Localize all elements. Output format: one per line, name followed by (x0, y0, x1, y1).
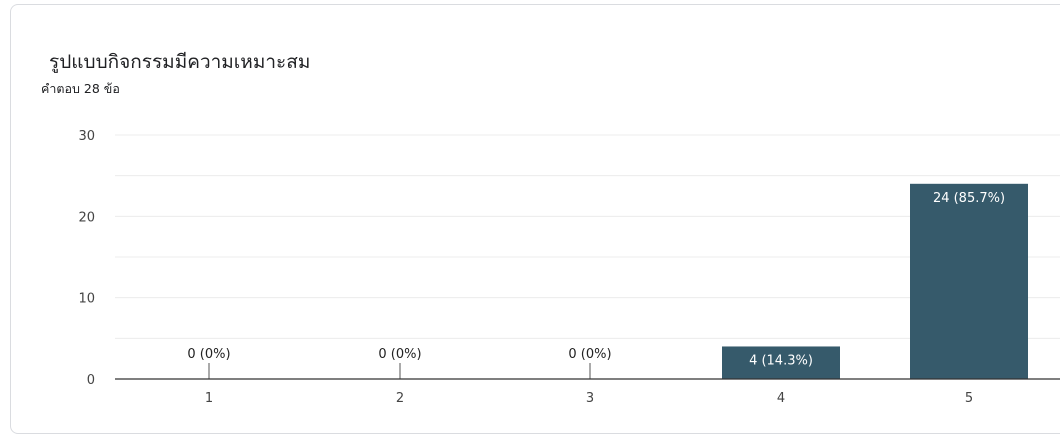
question-title: รูปแบบกิจกรรมมีความเหมาะสม (49, 51, 311, 73)
bar (722, 346, 840, 379)
x-tick-label: 2 (396, 391, 404, 406)
data-label: 0 (0%) (187, 347, 230, 362)
data-label: 0 (0%) (568, 347, 611, 362)
y-tick-label: 20 (78, 210, 95, 225)
data-label: 24 (85.7%) (933, 191, 1005, 206)
x-tick-label: 4 (777, 391, 785, 406)
x-tick-label: 3 (586, 391, 594, 406)
x-tick-label: 1 (205, 391, 213, 406)
x-tick-label: 5 (965, 391, 973, 406)
response-count: คำตอบ 28 ข้อ (41, 81, 120, 96)
y-tick-label: 0 (87, 373, 95, 388)
y-tick-label: 30 (78, 129, 95, 144)
data-label: 0 (0%) (378, 347, 421, 362)
data-label: 4 (14.3%) (749, 353, 813, 368)
bar (910, 183, 1028, 379)
bar-chart: 0 10 20 30 0 (0%) 1 0 (0%) 2 0 (0%) 3 4 (14.3%) 4 24… (78, 129, 1060, 406)
question-card: รูปแบบกิจกรรมมีความเหมาะสม คำตอบ 28 ข้อ (10, 4, 1060, 434)
y-tick-label: 10 (78, 292, 95, 307)
